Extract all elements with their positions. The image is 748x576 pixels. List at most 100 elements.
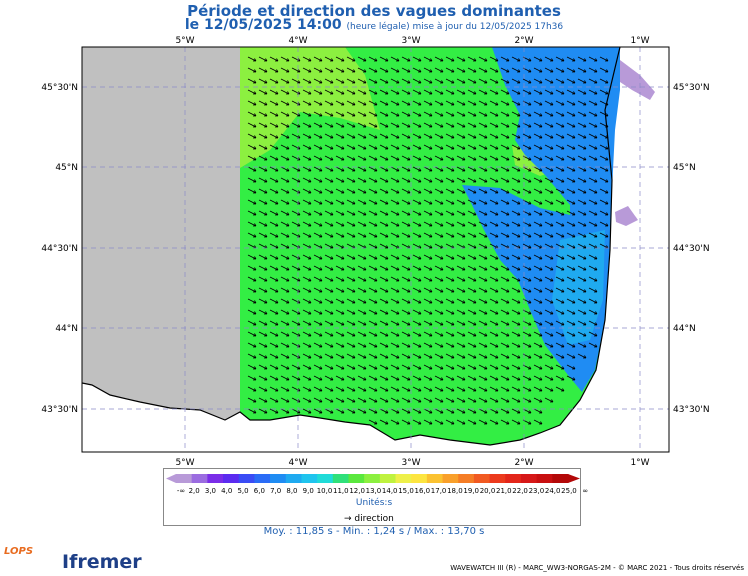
wave-direction-arrow — [379, 232, 389, 238]
wave-direction-arrow — [368, 56, 378, 62]
wave-direction-arrow — [269, 276, 279, 282]
wave-direction-arrow — [390, 309, 400, 315]
wave-direction-arrow — [390, 67, 400, 73]
wave-direction-arrow — [280, 133, 290, 139]
wave-direction-arrow — [434, 221, 444, 227]
wave-direction-arrow — [555, 67, 565, 73]
wave-direction-arrow — [434, 56, 444, 62]
wave-direction-arrow — [401, 111, 411, 117]
wave-direction-arrow — [269, 408, 279, 414]
wave-direction-arrow — [280, 298, 290, 304]
wave-direction-arrow — [434, 419, 444, 425]
wave-direction-arrow — [577, 298, 587, 304]
wave-direction-arrow — [291, 199, 301, 205]
wave-direction-arrow — [522, 276, 532, 282]
wave-direction-arrow — [390, 364, 400, 370]
wave-direction-arrow — [434, 144, 444, 150]
wave-direction-arrow — [313, 386, 323, 392]
wave-direction-arrow — [566, 276, 576, 282]
wave-direction-arrow — [445, 155, 455, 161]
wave-direction-arrow — [368, 298, 378, 304]
wave-direction-arrow — [511, 133, 521, 139]
wave-direction-arrow — [467, 287, 477, 293]
wave-direction-arrow — [412, 210, 422, 216]
wave-direction-arrow — [467, 221, 477, 227]
wave-direction-arrow — [434, 408, 444, 414]
wave-direction-arrow — [423, 287, 433, 293]
wave-direction-arrow — [335, 56, 345, 62]
wave-direction-arrow — [434, 364, 444, 370]
wave-direction-arrow — [412, 331, 422, 337]
wave-direction-arrow — [269, 67, 279, 73]
wave-direction-arrow — [544, 177, 554, 183]
wave-direction-arrow — [346, 397, 356, 403]
wave-direction-arrow — [423, 276, 433, 282]
wave-direction-arrow — [302, 221, 312, 227]
scale-swatch — [238, 474, 255, 483]
wave-direction-arrow — [478, 397, 488, 403]
wave-direction-arrow — [566, 133, 576, 139]
wave-direction-arrow — [489, 342, 499, 348]
wave-direction-arrow — [412, 133, 422, 139]
wave-direction-arrow — [390, 210, 400, 216]
wave-direction-arrow — [533, 419, 543, 425]
wave-direction-arrow — [379, 78, 389, 84]
wave-direction-arrow — [401, 133, 411, 139]
wave-direction-arrow — [599, 100, 609, 106]
wave-direction-arrow — [368, 419, 378, 425]
wave-direction-arrow — [423, 232, 433, 238]
wave-direction-arrow — [258, 342, 268, 348]
wave-direction-arrow — [489, 221, 499, 227]
wave-direction-arrow — [489, 89, 499, 95]
wave-direction-arrow — [335, 232, 345, 238]
wave-direction-arrow — [555, 386, 565, 392]
lat-label-left: 45°N — [55, 163, 78, 173]
legend-value: 16,0 — [414, 487, 431, 495]
scale-swatch — [426, 474, 444, 483]
wave-direction-arrow — [390, 375, 400, 381]
wave-direction-arrow — [324, 276, 334, 282]
wave-direction-arrow — [467, 177, 477, 183]
wave-direction-arrow — [478, 320, 488, 326]
legend-value: 22,0 — [512, 487, 528, 495]
wave-direction-arrow — [258, 56, 268, 62]
wave-direction-arrow — [379, 122, 389, 128]
wave-direction-arrow — [489, 386, 499, 392]
wave-direction-arrow — [533, 177, 543, 183]
wave-direction-arrow — [511, 144, 521, 150]
wave-direction-arrow — [335, 133, 345, 139]
wave-direction-arrow — [445, 133, 455, 139]
wave-direction-arrow — [522, 232, 532, 238]
wave-direction-arrow — [511, 375, 521, 381]
wave-direction-arrow — [599, 111, 609, 117]
wave-direction-arrow — [544, 111, 554, 117]
scale-swatch — [270, 474, 287, 483]
wave-direction-arrow — [368, 122, 378, 128]
wave-direction-arrow — [434, 397, 444, 403]
legend-value: ∞ — [582, 487, 589, 495]
wave-direction-arrow — [302, 122, 312, 128]
wave-direction-arrow — [533, 188, 543, 194]
wave-direction-arrow — [566, 122, 576, 128]
wave-direction-arrow — [511, 199, 521, 205]
wave-direction-arrow — [368, 100, 378, 106]
wave-direction-arrow — [522, 243, 532, 249]
wave-direction-arrow — [357, 100, 367, 106]
legend-value: 19,0 — [463, 487, 479, 495]
wave-direction-arrow — [313, 188, 323, 194]
wave-direction-arrow — [346, 122, 356, 128]
wave-direction-arrow — [258, 144, 268, 150]
wave-direction-arrow — [577, 199, 587, 205]
wave-direction-arrow — [467, 408, 477, 414]
scale-swatch — [505, 474, 522, 483]
wave-direction-arrow — [247, 166, 257, 172]
wave-direction-arrow — [423, 221, 433, 227]
wave-direction-arrow — [357, 397, 367, 403]
scale-swatch — [332, 474, 349, 483]
wave-direction-arrow — [566, 78, 576, 84]
wave-direction-arrow — [566, 199, 576, 205]
wave-direction-arrow — [588, 199, 598, 205]
wave-direction-arrow — [423, 111, 433, 117]
wave-direction-arrow — [269, 298, 279, 304]
wave-direction-arrow — [423, 375, 433, 381]
